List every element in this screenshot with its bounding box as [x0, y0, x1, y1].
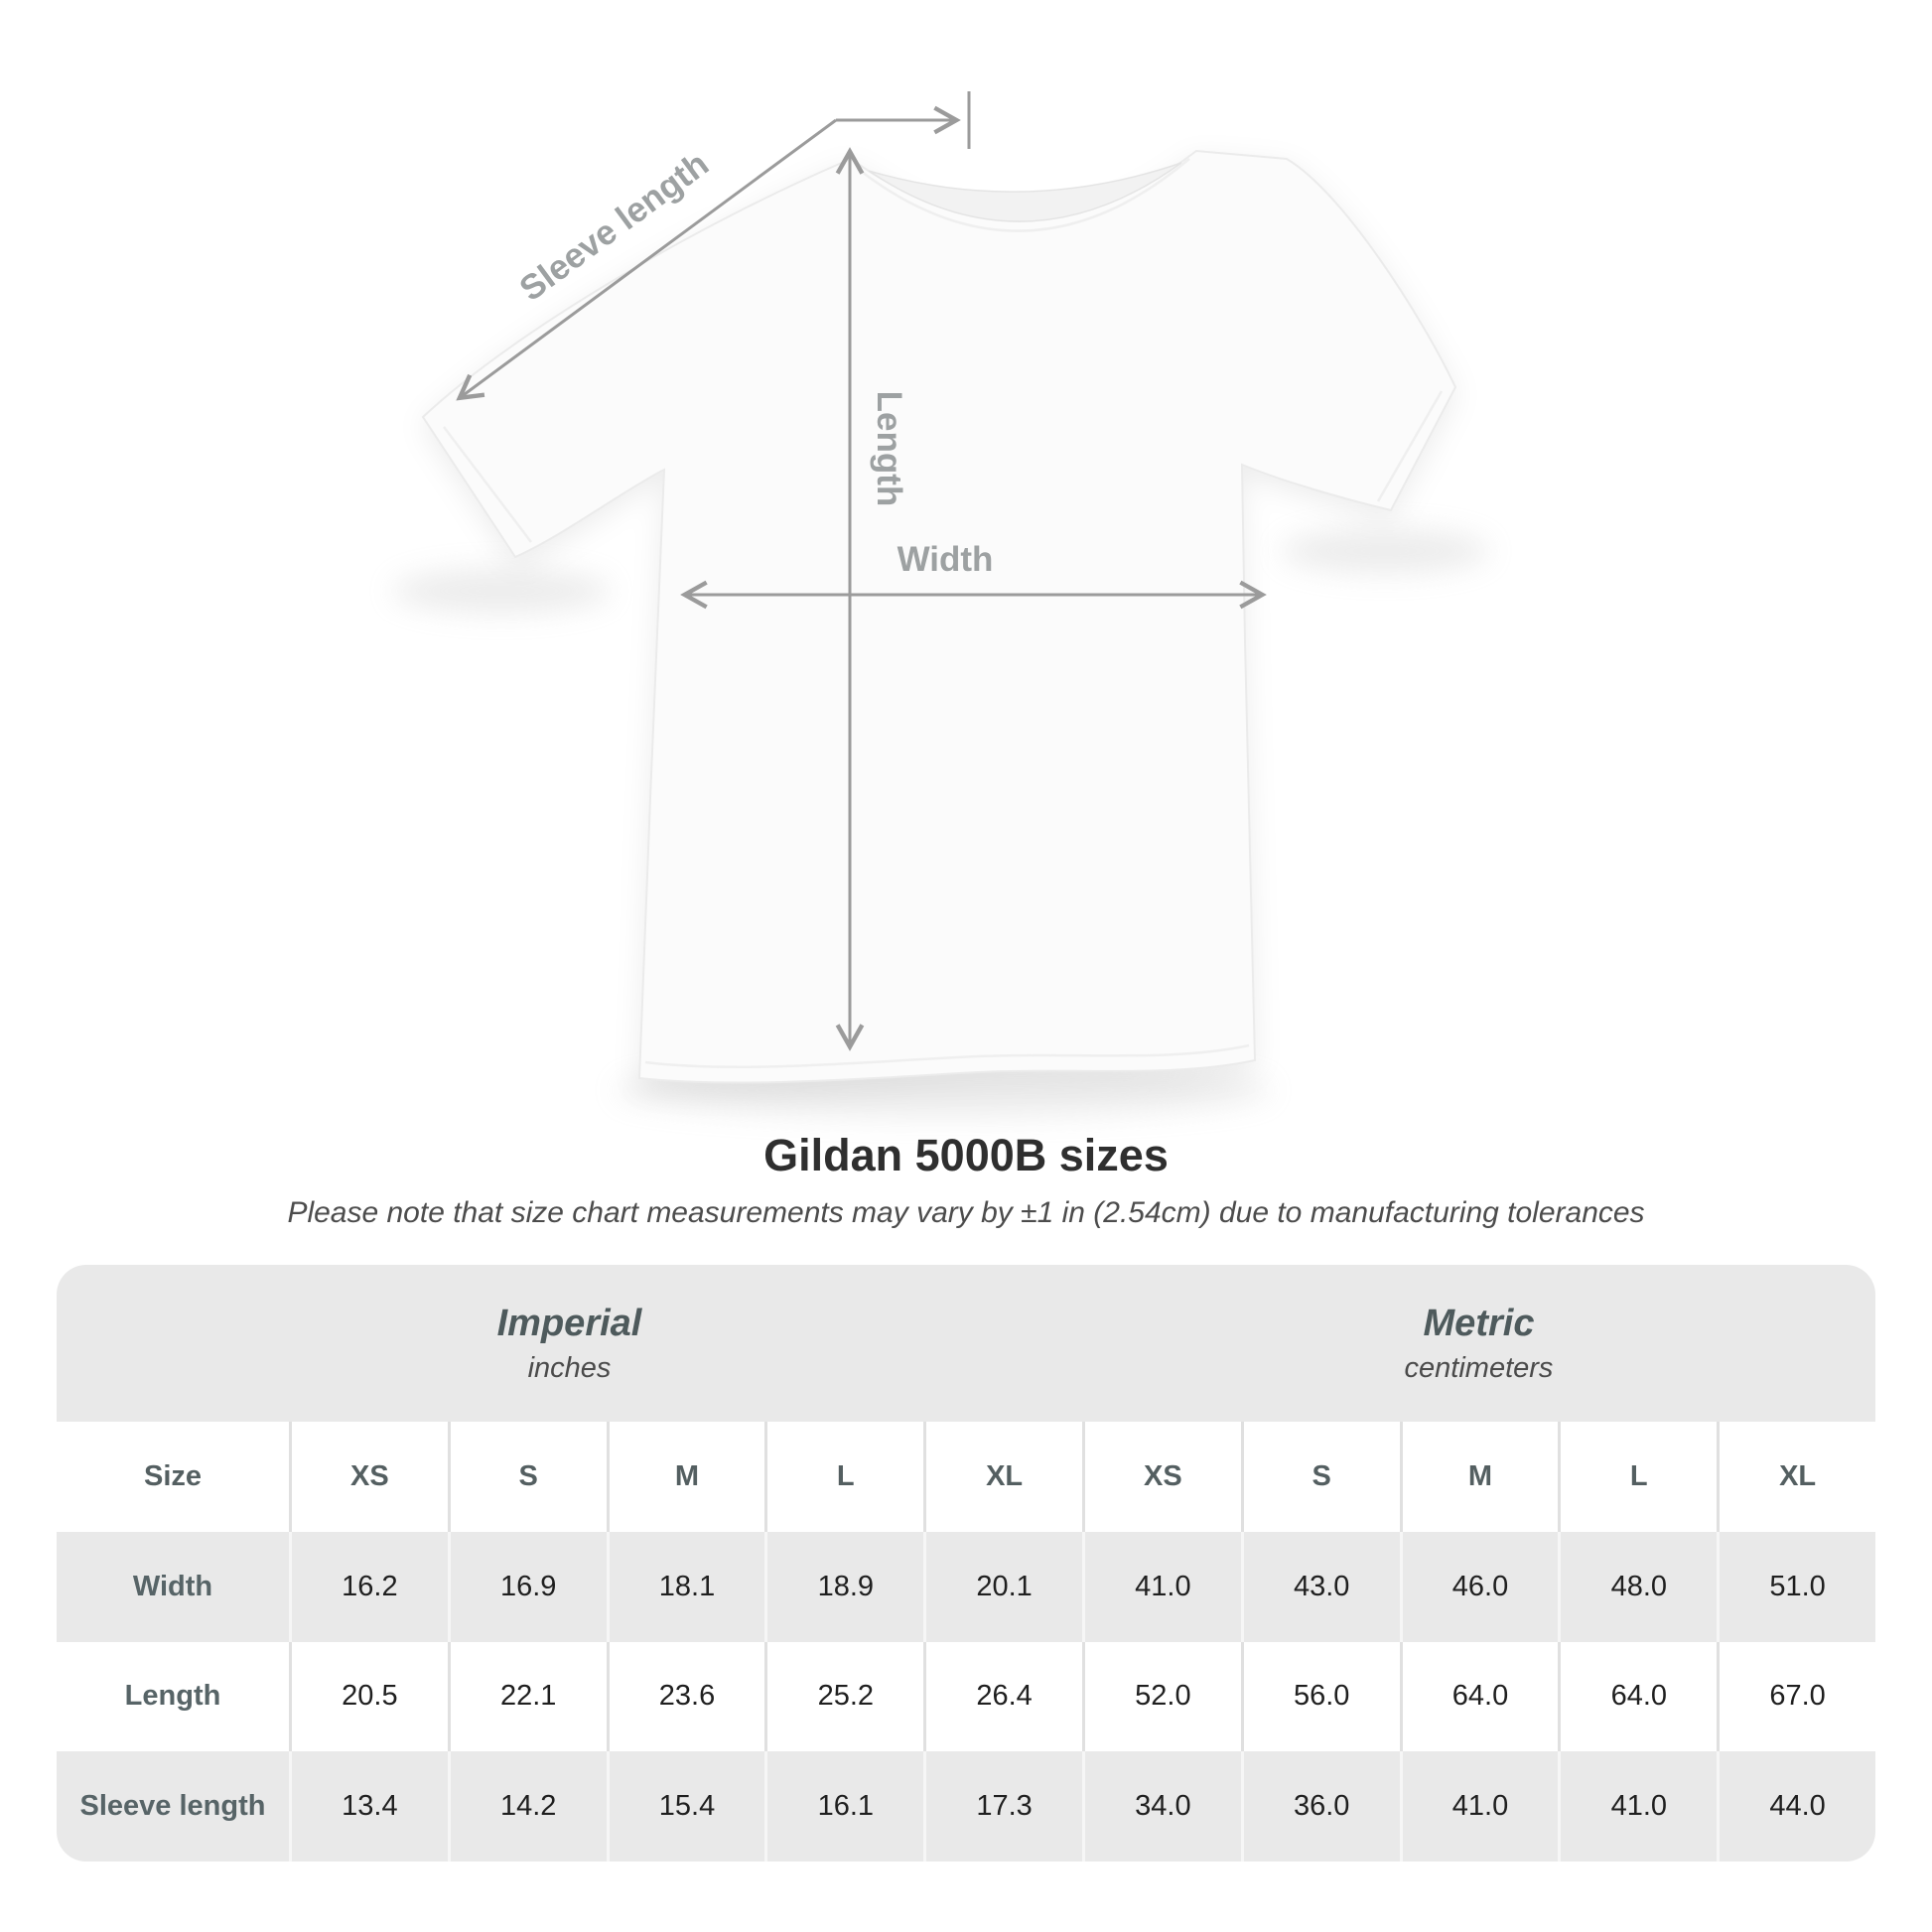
- metric-name: Metric: [1423, 1302, 1535, 1344]
- sleeve-metric-xs: 34.0: [1082, 1751, 1241, 1862]
- imperial-unit-header: Imperial inches: [57, 1265, 1082, 1422]
- sleeve-length-arrow: [456, 91, 971, 401]
- sleeve-metric-l: 41.0: [1558, 1751, 1718, 1862]
- page-title: Gildan 5000B sizes: [763, 1130, 1169, 1180]
- sleeve-imperial-l: 16.1: [764, 1751, 924, 1862]
- sleeve-imperial-xs: 13.4: [289, 1751, 448, 1862]
- length-label: Length: [870, 391, 908, 507]
- tshirt-collar: [868, 162, 1182, 222]
- metric-size-header-s: S: [1240, 1422, 1400, 1532]
- width-imperial-l: 18.9: [764, 1531, 924, 1642]
- imperial-name: Imperial: [496, 1302, 642, 1344]
- width-imperial-m: 18.1: [606, 1531, 765, 1642]
- length-metric-xl: 67.0: [1717, 1641, 1875, 1752]
- metric-size-header-l: L: [1558, 1422, 1718, 1532]
- imperial-size-header-m: M: [606, 1422, 765, 1532]
- width-imperial-s: 16.9: [447, 1531, 607, 1642]
- sleeve-row-label: Sleeve length: [57, 1751, 289, 1862]
- imperial-size-header-xl: XL: [923, 1422, 1082, 1532]
- imperial-size-header-xs: XS: [289, 1422, 448, 1532]
- imperial-size-header-l: L: [764, 1422, 924, 1532]
- length-metric-xs: 52.0: [1082, 1641, 1241, 1752]
- width-metric-s: 43.0: [1240, 1531, 1400, 1642]
- width-label: Width: [897, 540, 994, 579]
- sleeve-imperial-xl: 17.3: [923, 1751, 1082, 1862]
- length-metric-s: 56.0: [1240, 1641, 1400, 1752]
- length-imperial-xs: 20.5: [289, 1641, 448, 1752]
- sleeve-imperial-m: 15.4: [606, 1751, 765, 1862]
- tolerance-note: Please note that size chart measurements…: [287, 1196, 1645, 1229]
- sleeve-metric-xl: 44.0: [1717, 1751, 1875, 1862]
- metric-unit: centimeters: [1404, 1351, 1554, 1384]
- sleeve-imperial-s: 14.2: [447, 1751, 607, 1862]
- size-column-header: Size: [57, 1422, 289, 1532]
- width-metric-l: 48.0: [1558, 1531, 1718, 1642]
- length-imperial-m: 23.6: [606, 1641, 765, 1752]
- tshirt-graphic: [421, 149, 1457, 1084]
- sleeve-metric-m: 41.0: [1399, 1751, 1559, 1862]
- sleeve-metric-s: 36.0: [1240, 1751, 1400, 1862]
- metric-unit-header: Metric centimeters: [1082, 1265, 1875, 1422]
- length-imperial-xl: 26.4: [923, 1641, 1082, 1752]
- length-imperial-l: 25.2: [764, 1641, 924, 1752]
- metric-size-header-m: M: [1399, 1422, 1559, 1532]
- length-imperial-s: 22.1: [447, 1641, 607, 1752]
- length-metric-m: 64.0: [1399, 1641, 1559, 1752]
- length-row-label: Length: [57, 1641, 289, 1752]
- width-imperial-xs: 16.2: [289, 1531, 448, 1642]
- metric-size-header-xl: XL: [1717, 1422, 1875, 1532]
- width-imperial-xl: 20.1: [923, 1531, 1082, 1642]
- width-metric-xs: 41.0: [1082, 1531, 1241, 1642]
- imperial-unit: inches: [527, 1351, 612, 1384]
- imperial-size-header-s: S: [447, 1422, 607, 1532]
- width-metric-xl: 51.0: [1717, 1531, 1875, 1642]
- width-row-label: Width: [57, 1531, 289, 1642]
- tshirt-body: [421, 149, 1457, 1084]
- metric-size-header-xs: XS: [1082, 1422, 1241, 1532]
- length-metric-l: 64.0: [1558, 1641, 1718, 1752]
- tshirt-measurement-diagram: Sleeve length Length Width: [392, 91, 1489, 1116]
- width-metric-m: 46.0: [1399, 1531, 1559, 1642]
- size-table: Imperial inches Metric centimeters Size …: [57, 1265, 1875, 1862]
